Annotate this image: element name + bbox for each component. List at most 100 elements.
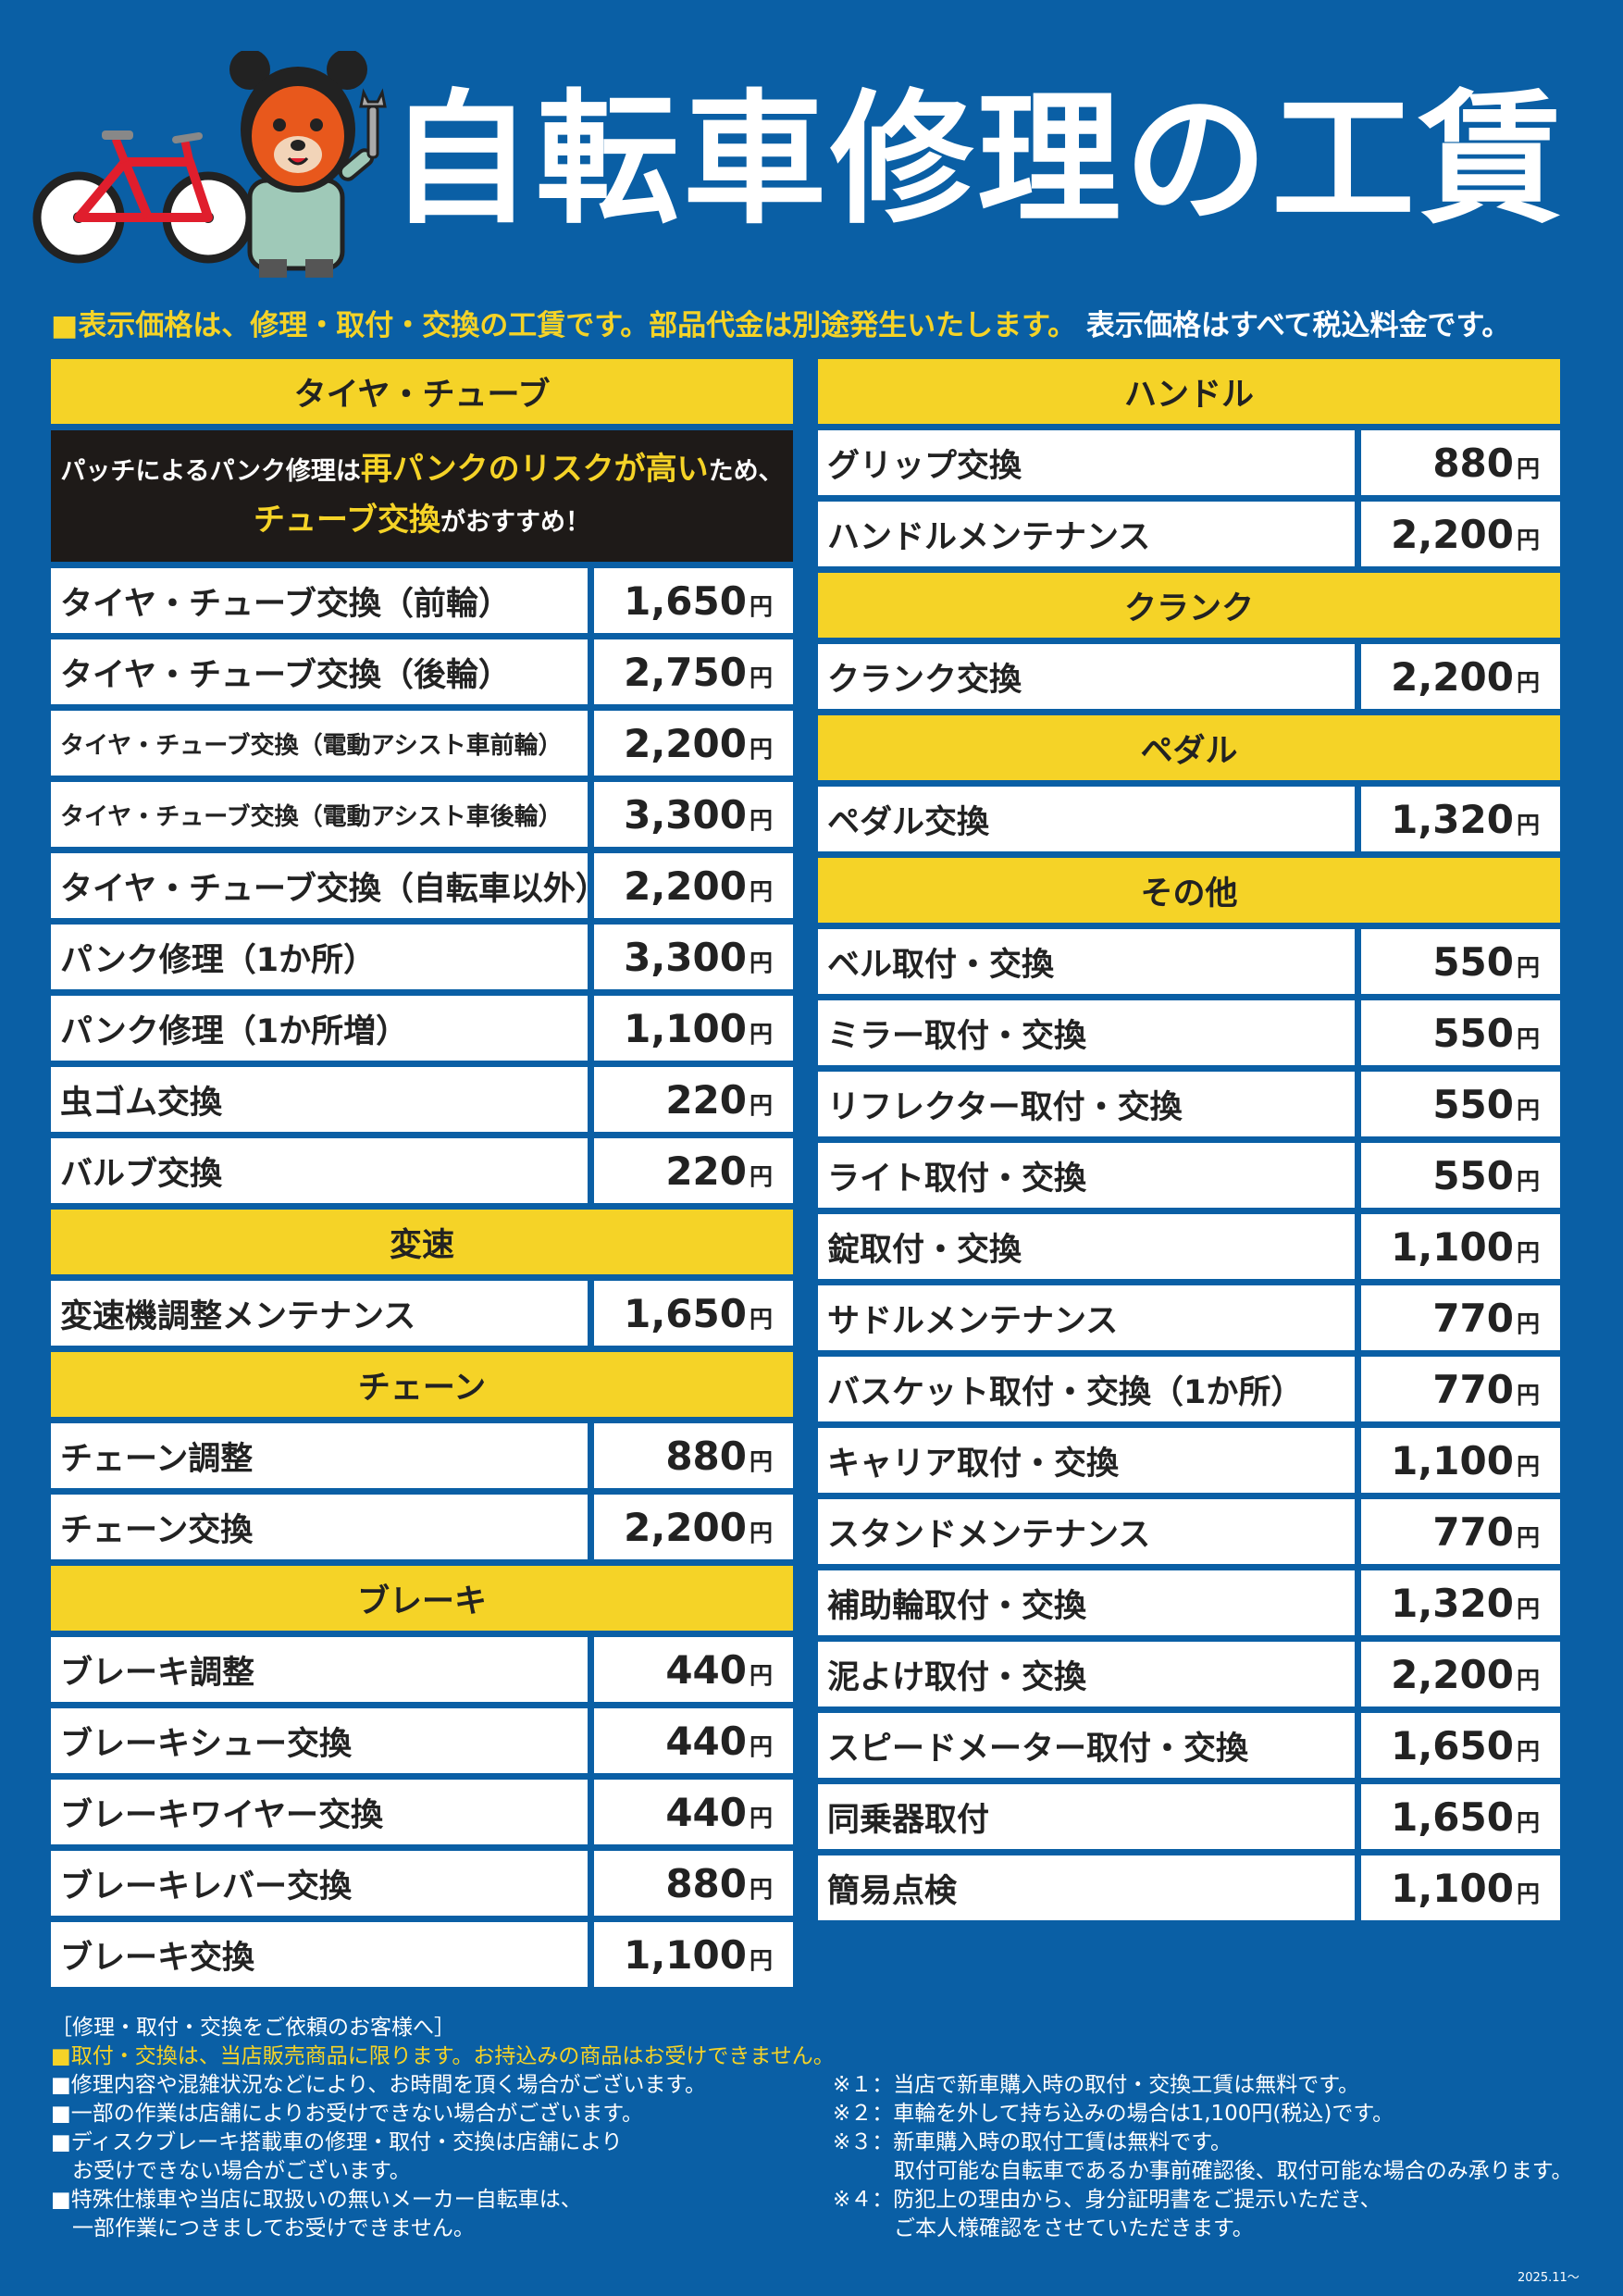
price-value: 220	[665, 1076, 747, 1123]
service-price: 1,100 円	[1361, 1428, 1560, 1493]
price-row: リフレクター取付・交換 550 円	[818, 1072, 1560, 1136]
service-price: 2,200 円	[594, 1495, 793, 1559]
service-price: 2,200 円	[594, 853, 793, 918]
price-value: 3,300	[624, 934, 747, 980]
price-row: タイヤ・チューブ交換（後輪） 2,750 円	[51, 639, 793, 704]
service-name: タイヤ・チューブ交換（自転車以外）	[51, 853, 588, 918]
price-row: チェーン交換 2,200 円	[51, 1495, 793, 1559]
service-name: タイヤ・チューブ交換（電動アシスト車後輪）	[51, 782, 588, 847]
service-price: 2,200 円	[594, 711, 793, 776]
yen-unit: 円	[749, 1662, 773, 1689]
service-name: ハンドルメンテナンス	[818, 502, 1355, 566]
price-value: 3,300	[624, 791, 747, 838]
price-row: タイヤ・チューブ交換（電動アシスト車後輪） 3,300 円	[51, 782, 793, 847]
service-price: 1,100 円	[594, 1922, 793, 1987]
footnote: 取付可能な自転車であるか事前確認後、取付可能な場合のみ承ります。	[894, 2159, 1573, 2183]
footer-note: ■特殊仕様車や当店に取扱いの無いメーカー自転車は、	[51, 2188, 582, 2212]
service-name: ブレーキ交換	[51, 1922, 588, 1987]
brake-price-list: ブレーキ調整 440 円ブレーキシュー交換 440 円ブレーキワイヤー交換 440 円ブレー…	[51, 1637, 793, 1987]
price-value: 1,650	[624, 1290, 747, 1336]
yen-unit: 円	[1516, 954, 1540, 981]
price-row: ベル取付・交換 550 円	[818, 929, 1560, 994]
price-value: 1,650	[624, 577, 747, 624]
yen-unit: 円	[749, 1092, 773, 1119]
note-text: ため、	[708, 457, 784, 486]
service-price: 550 円	[1361, 1000, 1560, 1065]
service-price: 1,100 円	[1361, 1214, 1560, 1279]
price-notice: ■表示価格は、修理・取付・交換の工賃です。部品代金は別途発生いたします。 表示価…	[51, 307, 1605, 344]
price-value: 550	[1432, 1010, 1514, 1056]
service-price: 1,320 円	[1361, 787, 1560, 851]
price-row: バスケット取付・交換（1か所） 770 円	[818, 1357, 1560, 1421]
service-name: ライト取付・交換	[818, 1143, 1355, 1208]
footer-warning: ■取付・交換は、当店販売商品に限ります。お持込みの商品はお受けできません。	[51, 2044, 835, 2068]
price-row: キャリア取付・交換 1,100 円	[818, 1428, 1560, 1493]
page-title: 自転車修理の工賃	[389, 76, 1566, 243]
price-row: 簡易点検 1,100 円	[818, 1855, 1560, 1920]
yen-unit: 円	[749, 736, 773, 763]
price-value: 880	[1432, 440, 1514, 486]
service-price: 1,100 円	[594, 996, 793, 1061]
section-header-tire: タイヤ・チューブ	[51, 359, 793, 424]
price-value: 220	[665, 1148, 747, 1194]
service-name: 虫ゴム交換	[51, 1067, 588, 1132]
footnote: ご本人様確認をさせていただきます。	[894, 2216, 1254, 2240]
price-value: 440	[665, 1646, 747, 1693]
price-row: ペダル交換 1,320 円	[818, 787, 1560, 851]
service-name: タイヤ・チューブ交換（後輪）	[51, 639, 588, 704]
service-price: 880 円	[594, 1851, 793, 1916]
yen-unit: 円	[1516, 1738, 1540, 1765]
service-price: 880 円	[1361, 430, 1560, 495]
price-value: 880	[665, 1433, 747, 1479]
yen-unit: 円	[1516, 1239, 1540, 1266]
price-value: 770	[1432, 1508, 1514, 1555]
yen-unit: 円	[1516, 1595, 1540, 1622]
service-price: 3,300 円	[594, 925, 793, 989]
price-row: ブレーキ調整 440 円	[51, 1637, 793, 1702]
price-row: 同乗器取付 1,650 円	[818, 1784, 1560, 1849]
service-name: パンク修理（1か所）	[51, 925, 588, 989]
yen-unit: 円	[1516, 1382, 1540, 1409]
service-name: ブレーキ調整	[51, 1637, 588, 1702]
service-price: 440 円	[594, 1708, 793, 1773]
service-name: ペダル交換	[818, 787, 1355, 851]
service-price: 880 円	[594, 1423, 793, 1488]
service-name: グリップ交換	[818, 430, 1355, 495]
price-row: 泥よけ取付・交換 2,200 円	[818, 1642, 1560, 1706]
price-value: 770	[1432, 1295, 1514, 1341]
service-price: 2,750 円	[594, 639, 793, 704]
service-price: 1,650 円	[1361, 1784, 1560, 1849]
price-row: タイヤ・チューブ交換（電動アシスト車前輪） 2,200 円	[51, 711, 793, 776]
pedal-price-list: ペダル交換 1,320 円	[818, 787, 1560, 851]
footer-note: ■ディスクブレーキ搭載車の修理・取付・交換は店舗により	[51, 2130, 623, 2154]
service-price: 220 円	[594, 1138, 793, 1203]
yen-unit: 円	[1516, 1097, 1540, 1123]
bicycle-and-bear-mascot-illustration	[32, 51, 387, 278]
price-value: 1,100	[624, 1931, 747, 1978]
footer-note: 一部作業につきましてお受けできません。	[72, 2216, 475, 2240]
service-name: リフレクター取付・交換	[818, 1072, 1355, 1136]
yen-unit: 円	[749, 878, 773, 905]
price-row: クランク交換 2,200 円	[818, 644, 1560, 709]
service-price: 770 円	[1361, 1499, 1560, 1564]
service-name: ベル取付・交換	[818, 929, 1355, 994]
footer-left-notes: ［修理・取付・交換をご依頼のお客様へ］ ■取付・交換は、当店販売商品に限ります。…	[51, 2014, 865, 2243]
price-row: タイヤ・チューブ交換（前輪） 1,650 円	[51, 568, 793, 633]
yen-unit: 円	[749, 1306, 773, 1333]
service-name: 補助輪取付・交換	[818, 1570, 1355, 1635]
service-name: 同乗器取付	[818, 1784, 1355, 1849]
price-value: 440	[665, 1789, 747, 1835]
service-name: 簡易点検	[818, 1855, 1355, 1920]
price-row: ブレーキ交換 1,100 円	[51, 1922, 793, 1987]
yen-unit: 円	[749, 1021, 773, 1048]
note-highlight: チューブ交換	[254, 502, 440, 539]
footer-note: ■一部の作業は店舗によりお受けできない場合がございます。	[51, 2102, 643, 2126]
section-header-pedal: ペダル	[818, 715, 1560, 780]
price-value: 770	[1432, 1366, 1514, 1412]
service-price: 3,300 円	[594, 782, 793, 847]
price-value: 880	[665, 1860, 747, 1906]
service-price: 770 円	[1361, 1285, 1560, 1350]
crank-price-list: クランク交換 2,200 円	[818, 644, 1560, 709]
yen-unit: 円	[1516, 1025, 1540, 1052]
yen-unit: 円	[749, 1947, 773, 1974]
